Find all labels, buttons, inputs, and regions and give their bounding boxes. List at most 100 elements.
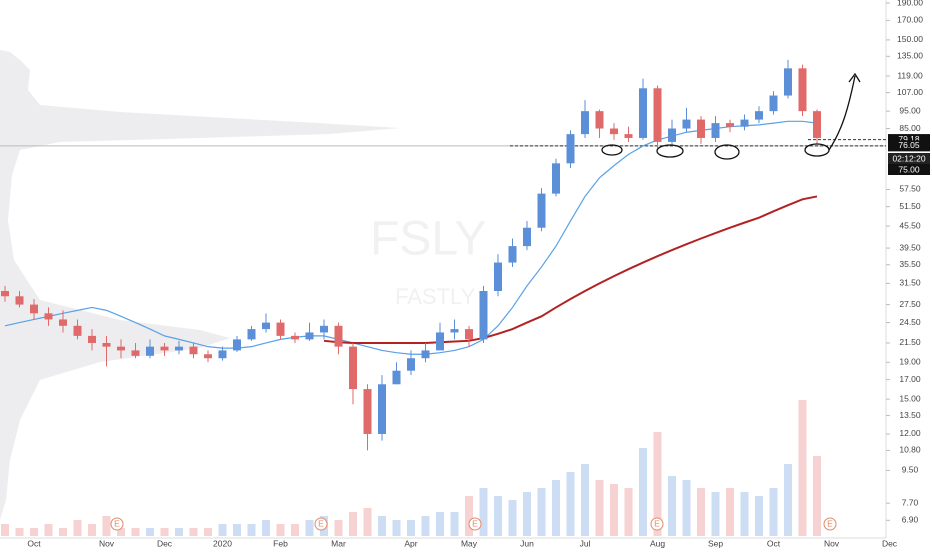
volume-bar — [291, 524, 299, 536]
low-tag-label: 75.00 — [898, 164, 920, 174]
x-tick-label: Aug — [650, 538, 665, 548]
candle-body — [682, 119, 691, 129]
volume-bar — [117, 528, 125, 536]
y-tick-label: 107.00 — [897, 87, 923, 97]
volume-bar — [175, 528, 183, 536]
y-tick-label: 15.00 — [899, 393, 921, 403]
volume-bar — [204, 528, 212, 536]
volume-bar — [88, 524, 96, 536]
candle-body — [30, 304, 38, 314]
y-tick-label: 6.90 — [902, 515, 919, 525]
volume-bar — [740, 492, 749, 536]
candle-body — [218, 350, 227, 359]
x-tick-label: Jul — [580, 538, 591, 548]
candle-body — [421, 350, 430, 359]
x-tick-label: Dec — [157, 538, 173, 548]
y-tick-label: 17.00 — [899, 374, 921, 384]
volume-bar — [276, 524, 285, 536]
volume-bar — [711, 492, 720, 536]
candle-body — [88, 335, 96, 343]
candle-body — [668, 128, 676, 142]
y-tick-label: 19.00 — [899, 357, 921, 367]
x-tick-label: Dec — [882, 538, 898, 548]
x-tick-label: May — [461, 538, 478, 548]
volume-bar — [392, 520, 401, 536]
candle-body — [59, 319, 67, 326]
watermark-name: FASTLY — [395, 284, 476, 309]
candle-body — [769, 95, 778, 112]
volume-bar — [407, 520, 415, 536]
volume-bar — [653, 432, 662, 536]
earnings-label: E — [654, 518, 660, 528]
candle-body — [450, 329, 459, 333]
candle-body — [44, 313, 53, 320]
volume-bar — [378, 516, 386, 536]
volume-bar — [218, 524, 227, 536]
volume-bar — [436, 512, 444, 536]
candle-body — [740, 119, 749, 127]
candle-body — [653, 88, 662, 142]
earnings-icon — [468, 517, 482, 531]
volume-bar — [189, 528, 198, 536]
candle-body — [262, 322, 270, 330]
countdown: 02:12:20 — [892, 153, 925, 163]
y-tick-label: 13.50 — [899, 410, 921, 420]
earnings-label: E — [472, 518, 478, 528]
candle-body — [15, 296, 24, 305]
candle-body — [349, 346, 357, 390]
y-tick-label: 10.80 — [899, 445, 921, 455]
earnings-icon — [823, 517, 837, 531]
candle-body — [624, 134, 633, 138]
x-tick-label: Nov — [824, 538, 840, 548]
annotation-arrow — [828, 72, 861, 151]
candle-body — [102, 342, 111, 347]
volume-bar — [262, 520, 270, 536]
candle-body — [276, 322, 285, 336]
volume-bar — [15, 528, 24, 536]
volume-bar — [624, 488, 633, 536]
y-tick-label: 9.50 — [902, 465, 919, 475]
plot-layer — [0, 59, 886, 536]
volume-bar — [44, 524, 53, 536]
y-tick-label: 12.00 — [899, 428, 921, 438]
drawings — [601, 72, 861, 160]
volume-bar — [233, 524, 241, 536]
volume-bar — [769, 488, 778, 536]
earnings-label: E — [827, 518, 833, 528]
x-tick-label: Jun — [520, 538, 534, 548]
low-tag — [888, 164, 930, 175]
candle-body — [813, 111, 821, 138]
y-tick-label: 7.70 — [902, 497, 919, 507]
candle-body — [291, 335, 299, 340]
y-tick-label: 51.50 — [899, 201, 921, 211]
volume-bar — [131, 528, 140, 536]
volume-bar — [102, 516, 111, 536]
volume-bar — [73, 520, 82, 536]
volume-bar — [349, 512, 357, 536]
watermark-symbol: FSLY — [370, 213, 486, 266]
candle-body — [407, 358, 415, 371]
volume-bar — [726, 488, 734, 536]
candle-body — [73, 325, 82, 336]
candle-body — [378, 384, 386, 434]
candle-body — [189, 346, 198, 355]
candle-body — [508, 246, 517, 263]
volume-bar — [465, 496, 473, 536]
volume-bar — [450, 512, 459, 536]
volume-bar — [566, 472, 575, 536]
candle-body — [697, 119, 705, 138]
volume-bar — [523, 492, 531, 536]
volume-bar — [682, 480, 691, 536]
volume-bar — [494, 496, 502, 536]
y-tick-label: 57.50 — [899, 184, 921, 194]
candle-body — [726, 123, 734, 127]
annotation-circle — [601, 144, 623, 156]
volume-bar — [1, 524, 9, 536]
price-tag-label: 79.18 — [898, 134, 920, 144]
candle-body — [711, 123, 720, 138]
price-tag — [888, 134, 930, 146]
earnings-label: E — [318, 518, 324, 528]
y-tick-label: 21.50 — [899, 337, 921, 347]
